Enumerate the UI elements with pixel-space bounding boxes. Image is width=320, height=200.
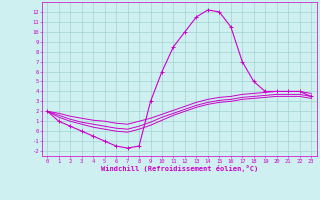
X-axis label: Windchill (Refroidissement éolien,°C): Windchill (Refroidissement éolien,°C) [100, 165, 258, 172]
